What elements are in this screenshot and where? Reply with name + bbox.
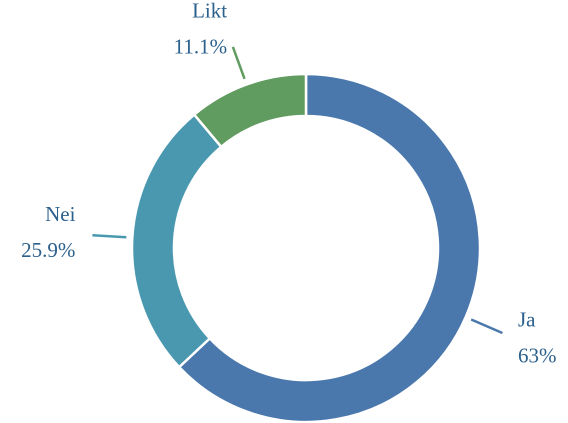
- value-label: 11.1%: [174, 35, 227, 59]
- category-label: Nei: [45, 202, 75, 226]
- value-label: 63%: [518, 344, 557, 368]
- value-label: 25.9%: [21, 238, 75, 262]
- slice: [177, 72, 482, 423]
- category-label: Ja: [518, 308, 536, 332]
- category-label: Likt: [192, 0, 227, 23]
- slice: [130, 112, 223, 369]
- leader-line: [92, 233, 127, 239]
- slice: [192, 72, 308, 149]
- leader-line: [231, 46, 246, 80]
- leader-line: [470, 318, 503, 335]
